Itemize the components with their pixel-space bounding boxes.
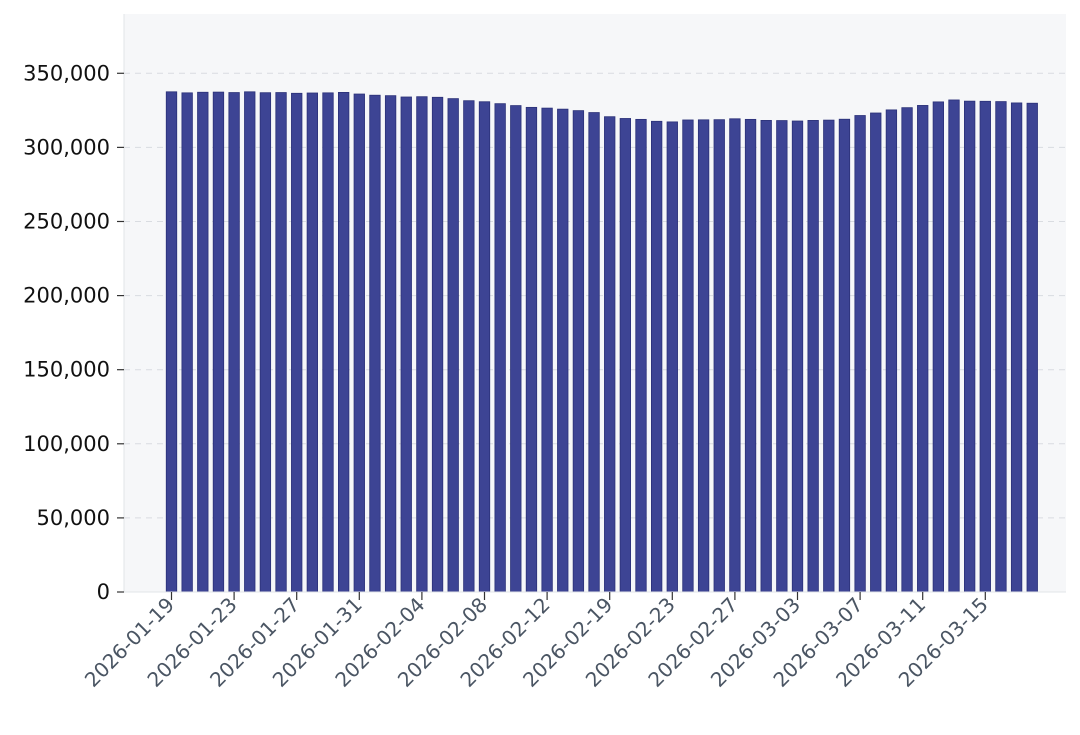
bar [541,107,553,593]
bar [337,92,350,593]
x-axis-ticks: 2026-01-192026-01-232026-01-272026-01-31… [80,592,993,692]
bar [525,106,538,593]
y-axis-ticks: 0 50,000 100,000 150,000 200,000 250,000 300,0… [23,61,124,604]
bar [744,118,757,593]
y-tick-label: 100,000 [23,432,110,456]
bar [353,93,365,593]
bar [1010,102,1023,593]
bar [729,118,741,593]
bar [932,101,944,593]
bar [588,112,600,593]
bar [165,91,178,593]
y-tick-label: 0 [97,580,110,604]
bars [165,91,1038,593]
bar [275,92,287,593]
bar [322,92,334,593]
y-tick-label: 350,000 [23,61,110,85]
bar [948,99,960,593]
bar [697,119,710,593]
bar [776,120,788,593]
bar [713,119,725,593]
bar [431,96,444,593]
bar [416,96,428,593]
bar [494,103,506,593]
y-tick-label: 50,000 [37,506,110,530]
bar [1026,102,1038,593]
bar [572,110,585,593]
bar [635,118,647,593]
bar [979,100,991,593]
bar [400,96,412,593]
y-tick-label: 150,000 [23,358,110,382]
bar [197,91,209,593]
bar [807,120,819,593]
bar [838,118,851,593]
bar [557,108,569,593]
bar [181,92,193,593]
bar [823,119,835,593]
bar [885,109,898,593]
bar [854,115,866,593]
bar [384,95,397,593]
y-tick-label: 200,000 [23,284,110,308]
bar [306,92,319,593]
bar [228,92,240,593]
bar [478,101,491,593]
y-tick-label: 250,000 [23,209,110,233]
bar [870,112,882,593]
bar [244,91,256,593]
bar [682,119,694,593]
bar [212,91,225,593]
bar [369,94,381,593]
bar [604,116,616,593]
bar [995,101,1007,593]
bar [291,92,303,593]
bar [651,120,663,593]
bar [917,105,929,593]
bar [901,107,913,593]
y-tick-label: 300,000 [23,135,110,159]
bar [463,100,475,593]
bar [791,120,804,593]
bar [760,120,772,593]
bar [619,118,631,593]
bar [666,121,678,593]
bar [964,100,976,593]
bar [447,98,459,593]
bar [259,92,272,593]
bar [510,105,522,593]
